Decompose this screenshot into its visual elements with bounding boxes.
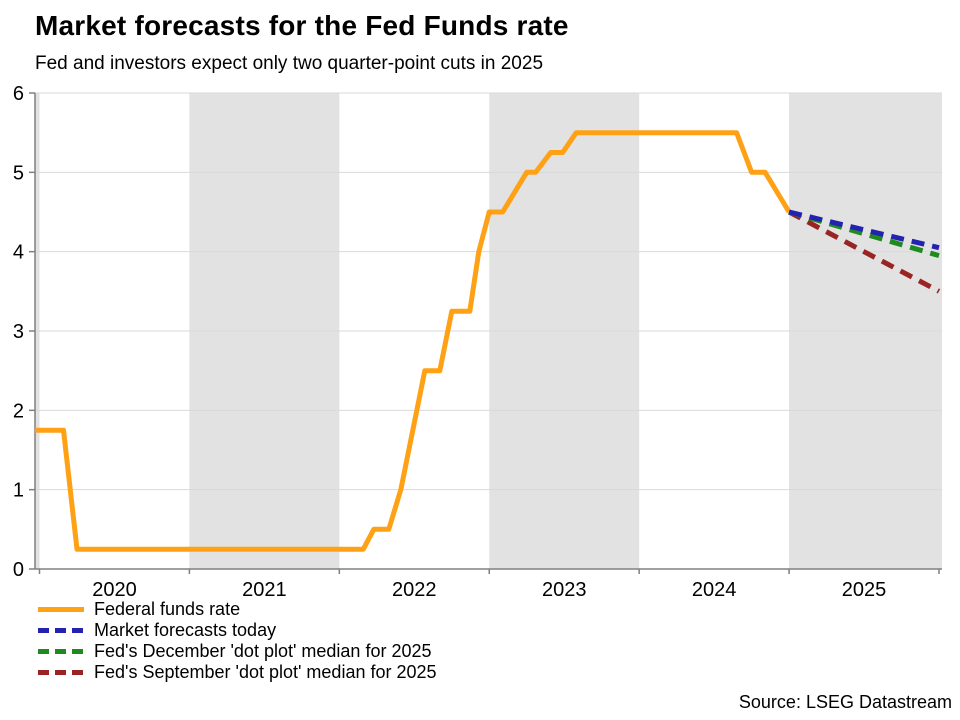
legend-item-market-forecasts: Market forecasts today	[38, 620, 437, 641]
x-tick-label: 2025	[842, 579, 887, 601]
x-tick-label: 2024	[692, 579, 737, 601]
y-tick-label: 1	[13, 480, 24, 502]
legend-swatch-solid-orange	[38, 607, 84, 612]
legend-item-december-dot-plot: Fed's December 'dot plot' median for 202…	[38, 641, 437, 662]
legend: Federal funds rate Market forecasts toda…	[38, 599, 437, 683]
x-tick-label: 2022	[392, 579, 437, 601]
legend-item-september-dot-plot: Fed's September 'dot plot' median for 20…	[38, 662, 437, 683]
x-tick-label: 2020	[92, 579, 137, 601]
y-tick-label: 2	[13, 400, 24, 422]
y-tick-label: 3	[13, 321, 24, 343]
legend-swatch-dashed-blue	[38, 628, 84, 633]
y-tick-label: 4	[13, 242, 24, 264]
legend-item-federal-funds-rate: Federal funds rate	[38, 599, 437, 620]
plot-area: 0 1 2 3 4 5 6 2020 2021 2022 2023 2024 2025	[13, 83, 942, 601]
legend-label-market-forecasts: Market forecasts today	[94, 620, 277, 640]
series-line	[788, 209, 940, 251]
legend-swatch-dashed-green	[38, 649, 84, 654]
source-attribution: Source: LSEG Datastream	[738, 692, 952, 712]
page-subtitle: Fed and investors expect only two quarte…	[35, 53, 544, 74]
x-tick-label: 2021	[242, 579, 287, 601]
legend-label-december-dot-plot: Fed's December 'dot plot' median for 202…	[94, 641, 432, 661]
page-title: Market forecasts for the Fed Funds rate	[35, 10, 569, 41]
legend-swatch-dashed-darkred	[38, 670, 84, 675]
legend-label-federal-funds-rate: Federal funds rate	[94, 599, 241, 619]
series-line	[787, 209, 941, 294]
y-tick-label: 6	[13, 83, 24, 105]
x-tick-label: 2023	[542, 579, 587, 601]
y-tick-label: 5	[13, 162, 24, 184]
y-tick-label: 0	[13, 559, 24, 581]
legend-label-september-dot-plot: Fed's September 'dot plot' median for 20…	[94, 662, 437, 682]
series-line	[35, 130, 792, 552]
